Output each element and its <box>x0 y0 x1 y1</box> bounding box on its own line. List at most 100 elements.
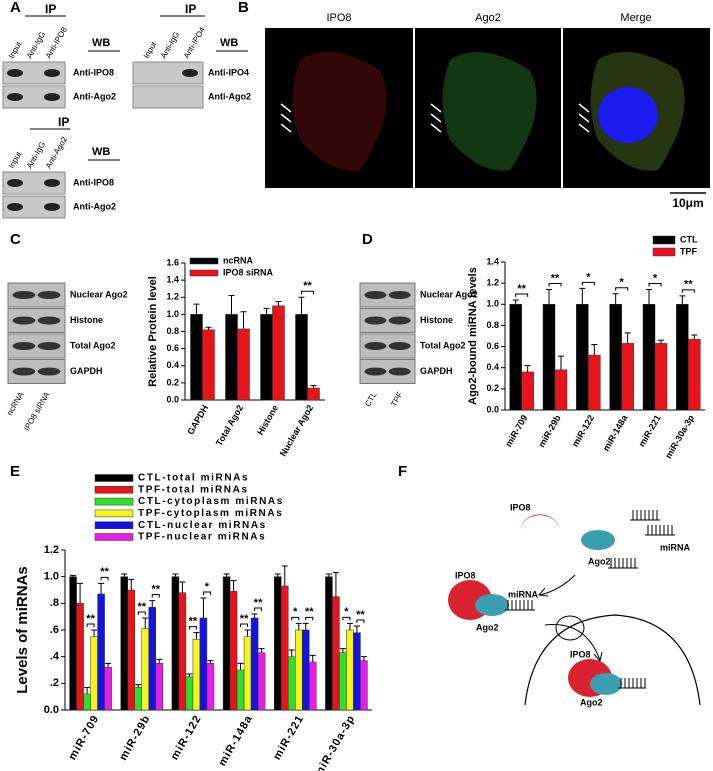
lane-label: Input <box>7 149 24 170</box>
error-bar <box>579 287 586 305</box>
bar <box>237 328 250 401</box>
error-bar <box>679 295 686 305</box>
significance-bracket <box>100 576 109 581</box>
bar <box>281 585 289 711</box>
error-bar <box>302 622 309 630</box>
scale-bar-label: 10μm <box>672 196 703 210</box>
bar <box>202 329 215 401</box>
significance-label: ** <box>189 616 198 628</box>
row-label: GAPDH <box>70 366 103 376</box>
error-bar <box>207 660 214 664</box>
bar <box>225 314 238 401</box>
error-bar <box>128 578 135 590</box>
significance-label: ** <box>305 606 314 618</box>
error-bar <box>646 288 652 305</box>
bar <box>307 387 320 401</box>
x-tick-label: miR-221 <box>637 413 663 448</box>
y-tick-label: 1.2 <box>486 278 499 288</box>
significance-bracket <box>86 623 95 627</box>
bar <box>295 314 308 401</box>
error-bar <box>179 581 186 593</box>
y-tick-label: 0.2 <box>166 377 179 387</box>
significance-bracket <box>240 623 249 627</box>
y-tick-label: 0.6 <box>486 341 499 351</box>
diagram-label: IPO8 <box>510 502 531 512</box>
axes <box>504 262 705 411</box>
legend-label: IPO8 siRNA <box>223 267 274 277</box>
x-tick-label: miR-122 <box>169 713 204 762</box>
significance-bracket <box>151 594 160 598</box>
wb-label: WB <box>220 37 238 49</box>
significance-label: ** <box>517 283 526 295</box>
x-tick-label: Total Ago2 <box>214 403 245 447</box>
y-tick-label: .2 <box>50 677 59 689</box>
error-bar <box>274 573 281 577</box>
bar <box>295 629 303 711</box>
panel-label: D <box>362 231 373 248</box>
error-bar <box>193 303 200 315</box>
significance-bracket <box>548 282 562 287</box>
blot-band <box>364 367 387 376</box>
legend-label: TPF-cytoplasm miRNAs <box>138 508 283 519</box>
error-bar <box>360 656 367 661</box>
bar <box>178 592 187 711</box>
error-bar <box>558 355 564 370</box>
blot-band <box>12 291 36 299</box>
error-bar <box>612 293 619 305</box>
y-tick-label: 0.0 <box>166 394 179 404</box>
lane-label: Input <box>7 39 24 60</box>
y-tick-label: 0.0 <box>486 404 499 414</box>
blot-band <box>364 291 387 299</box>
bar <box>339 652 347 711</box>
blot-band <box>182 69 198 77</box>
x-tick-label: miR-709 <box>503 413 529 448</box>
x-tick-label: miR-30a-3p <box>663 413 696 460</box>
bar <box>104 667 112 711</box>
y-axis-label: Levels of miRNAs <box>14 566 31 694</box>
significance-label: * <box>653 272 658 284</box>
error-bar <box>353 625 360 633</box>
bar <box>676 304 689 411</box>
bar <box>332 596 340 711</box>
y-tick-label: 1.4 <box>486 256 499 266</box>
lane-label: ncRNA <box>5 390 26 417</box>
row-label: Nuclear Ago2 <box>420 289 478 299</box>
bar <box>346 629 354 711</box>
blot-band <box>7 93 23 101</box>
blot-band <box>44 69 60 77</box>
bar <box>325 576 333 711</box>
error-bar <box>237 662 244 670</box>
legend-swatch <box>94 521 134 529</box>
error-bar <box>288 649 295 657</box>
legend-label: CTL-total miRNAs <box>138 473 249 484</box>
blot-band <box>37 291 61 299</box>
x-tick-label: miR-709 <box>66 713 101 762</box>
micrographs <box>265 28 710 194</box>
error-bar <box>228 295 235 315</box>
bar <box>257 652 266 711</box>
row-label: Histone <box>420 315 453 325</box>
bar <box>97 593 105 711</box>
error-bar <box>200 597 207 618</box>
lane-label: Anti-Ago2 <box>44 135 70 170</box>
error-bar <box>346 622 353 630</box>
bar <box>190 314 203 401</box>
error-bar <box>77 582 84 604</box>
lane-label: Input <box>142 39 159 60</box>
panel-label: A <box>10 0 21 16</box>
row-label: Anti-IPO8 <box>73 177 114 187</box>
ip-label: IP <box>58 115 69 129</box>
error-bar <box>84 686 91 694</box>
legend-label: CTL-nuclear miRNAs <box>138 520 267 531</box>
bar <box>250 617 259 711</box>
blot-band <box>7 203 23 211</box>
x-tick-label: miR-148a <box>216 713 255 768</box>
error-bar <box>591 343 598 356</box>
significance-label: ** <box>684 279 693 291</box>
wb-label: WB <box>92 37 110 49</box>
significance-bracket <box>301 290 314 295</box>
significance-bracket <box>615 287 629 291</box>
significance-label: ** <box>151 584 160 596</box>
blot-band <box>388 291 411 299</box>
bar <box>120 576 128 711</box>
